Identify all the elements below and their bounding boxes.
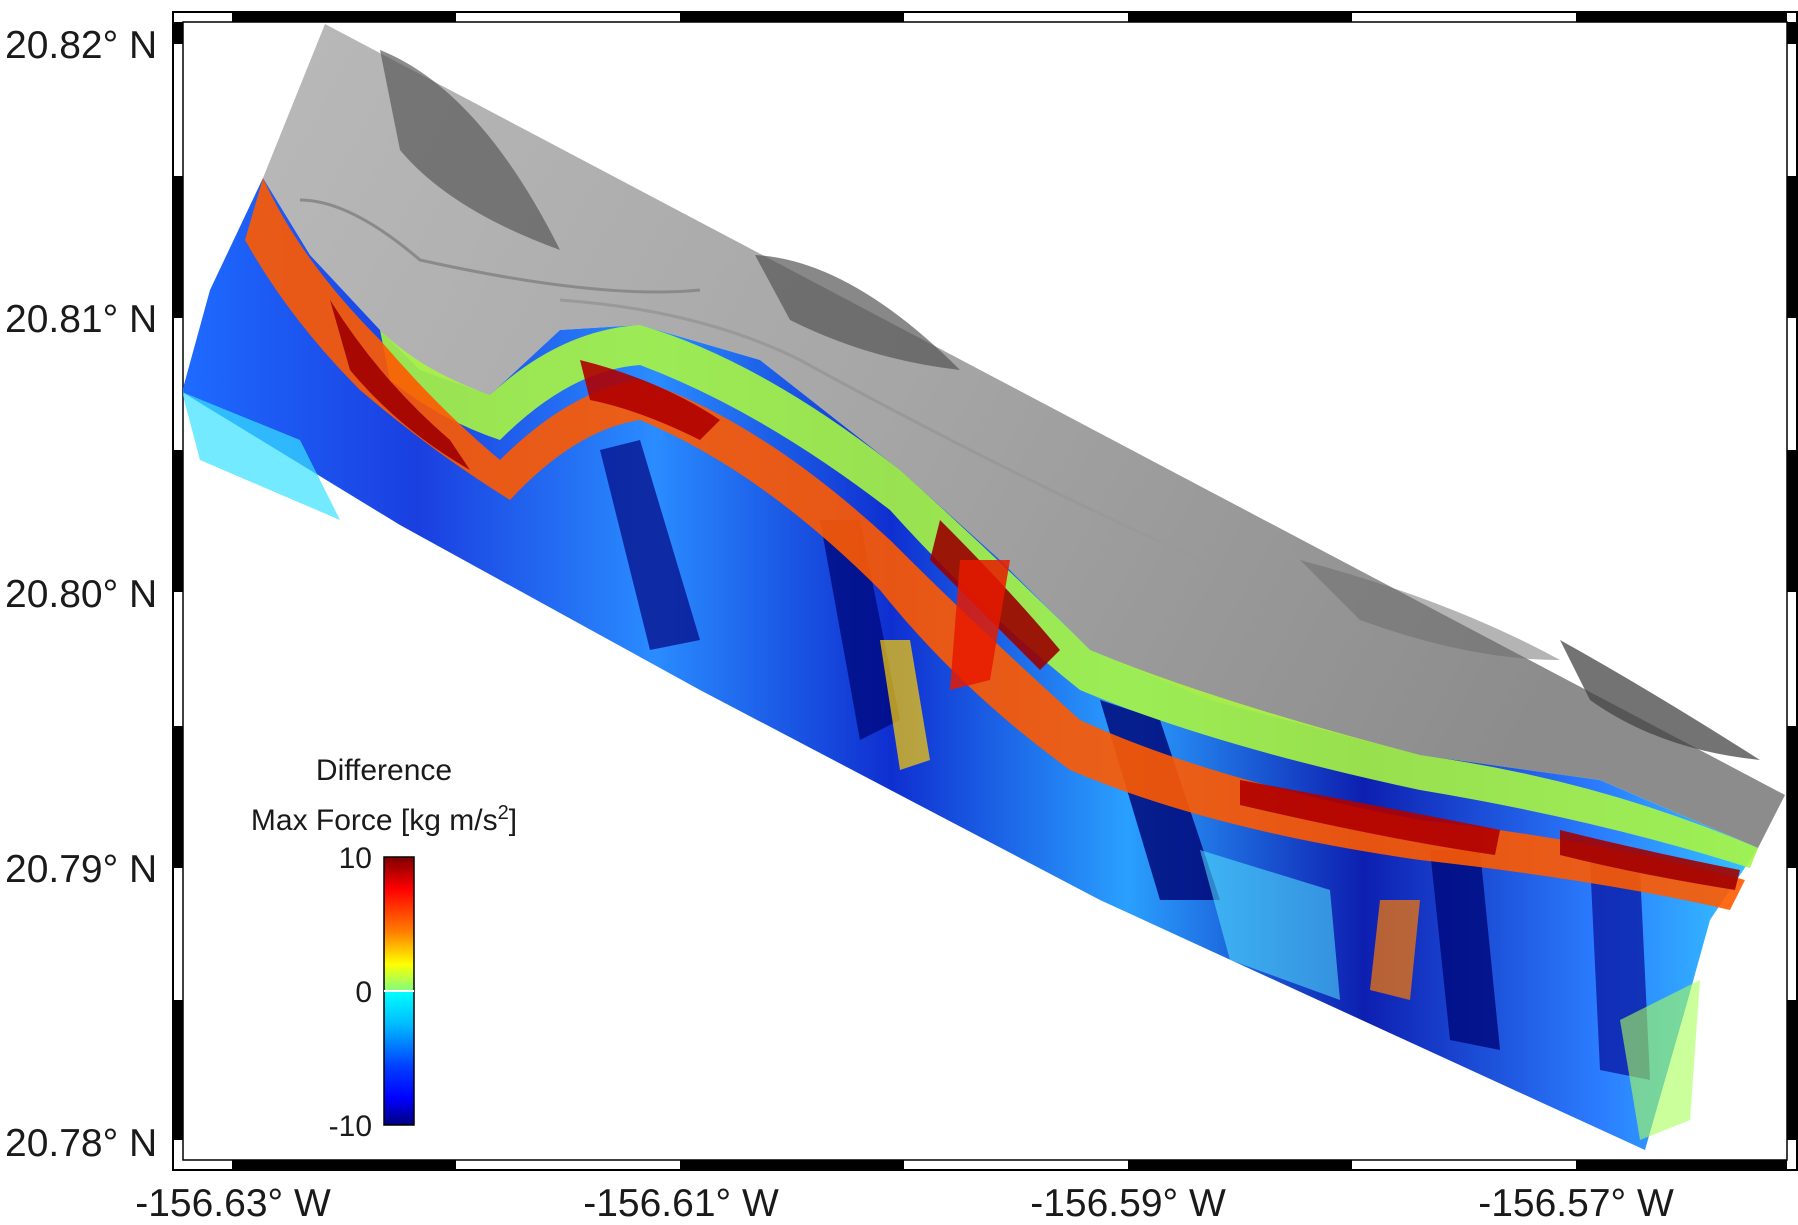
land-hillshade [263, 24, 1785, 848]
y-axis-label-20-82: 20.82° N [5, 24, 158, 67]
colorbar-title-suffix: ] [508, 804, 518, 837]
colorbar-title-prefix: Max Force [kg m/s [250, 804, 498, 837]
y-axis-label-20-81: 20.81° N [5, 298, 158, 341]
y-axis-label-20-80: 20.80° N [5, 573, 158, 616]
x-axis-label-156-57: -156.57° W [1478, 1182, 1674, 1225]
colorbar-tick-minus-10: -10 [328, 1110, 372, 1143]
max-force-difference-raster [183, 178, 1758, 1150]
x-axis-label-156-63: -156.63° W [135, 1182, 331, 1225]
colorbar-title-line1: Difference [315, 754, 453, 787]
x-axis-label-156-59: -156.59° W [1030, 1182, 1226, 1225]
colorbar [383, 856, 415, 1126]
x-axis-label-156-61: -156.61° W [583, 1182, 779, 1225]
frame-scale-bars [173, 12, 1797, 1170]
y-axis-label-20-79: 20.79° N [5, 848, 158, 891]
y-axis-label-20-78: 20.78° N [5, 1122, 158, 1165]
colorbar-title-line2: Max Force [kg m/s2] [251, 803, 517, 836]
colorbar-title-sup: 2 [497, 802, 509, 824]
colorbar-tick-10: 10 [338, 842, 372, 875]
colorbar-tick-0: 0 [355, 976, 372, 1009]
